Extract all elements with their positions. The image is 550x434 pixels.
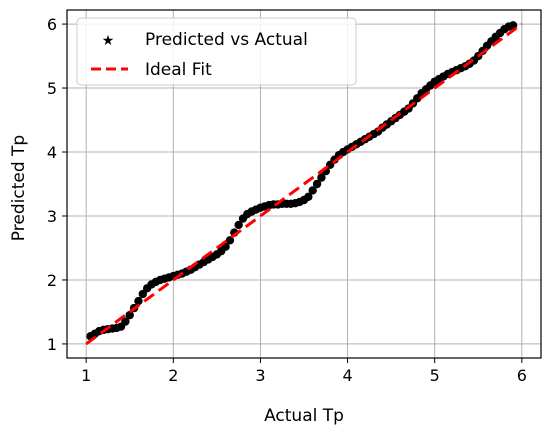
data-point-9	[125, 310, 134, 320]
x-tick-label-1: 2	[168, 366, 178, 385]
x-tick-label-0: 1	[81, 366, 91, 385]
data-point-12	[138, 289, 148, 299]
data-point-50	[304, 192, 313, 201]
data-point-53	[317, 173, 326, 182]
legend-label-predicted: Predicted vs Actual	[145, 30, 308, 50]
y-axis-label: Predicted Tp	[9, 135, 29, 241]
x-axis-label: Actual Tp	[264, 406, 344, 426]
legend-label-ideal-fit: Ideal Fit	[145, 60, 212, 80]
data-point-52	[312, 179, 322, 189]
ideal-fit-line	[85, 22, 523, 346]
y-axis-ticks: 1 2 3 4 5 6	[47, 15, 67, 354]
legend-box	[76, 17, 357, 86]
y-tick-label-3: 4	[47, 143, 57, 162]
plot-frame	[66, 9, 542, 359]
y-tick-label-1: 2	[47, 271, 57, 290]
y-tick-label-5: 6	[47, 15, 57, 34]
x-tick-label-3: 4	[342, 366, 352, 385]
y-tick-label-0: 1	[47, 335, 57, 354]
data-point-51	[308, 186, 317, 195]
y-tick-label-2: 3	[47, 207, 57, 226]
legend: ★ Predicted vs Actual Ideal Fit	[76, 17, 357, 86]
x-axis-ticks: 1 2 3 4 5 6	[81, 358, 527, 385]
ideal-fit-line-group	[85, 22, 523, 346]
data-point-34	[234, 220, 243, 230]
y-tick-label-4: 5	[47, 79, 57, 98]
x-tick-label-5: 6	[517, 366, 527, 385]
x-tick-label-2: 3	[255, 366, 265, 385]
legend-marker-star: ★	[102, 33, 115, 49]
data-point-8	[121, 317, 130, 326]
data-point-11	[134, 296, 143, 306]
x-tick-label-4: 5	[430, 366, 440, 385]
